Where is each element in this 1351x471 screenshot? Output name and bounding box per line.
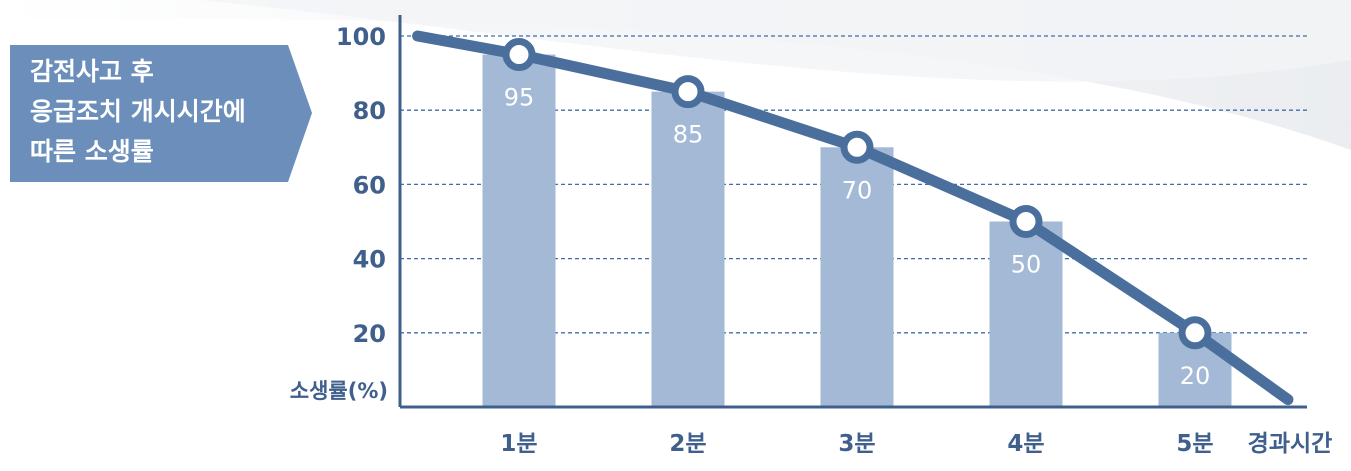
- bar-value-label: 95: [504, 84, 535, 112]
- data-point-marker: [671, 75, 705, 109]
- axes: [398, 15, 1307, 409]
- y-tick-label: 20: [353, 320, 386, 348]
- bars: [482, 54, 1232, 408]
- bar: [989, 221, 1063, 407]
- y-tick-label: 60: [353, 171, 386, 199]
- labels: 20 40 60 80 100 1분 2분 3분 4분 5분 95 85 70 50 20 소생률(%) 경과시…: [290, 23, 1333, 457]
- x-axis-title: 경과시간: [1248, 431, 1333, 457]
- bar-value-label: 20: [1180, 362, 1211, 390]
- data-point-marker: [1178, 316, 1212, 350]
- bar-value-label: 85: [673, 121, 704, 149]
- trend-line-group: [412, 30, 1294, 406]
- x-category-label: 1분: [500, 431, 537, 457]
- y-tick-label: 40: [353, 246, 386, 274]
- bar-value-label: 50: [1011, 251, 1042, 279]
- bar-value-label: 70: [842, 176, 873, 204]
- bar: [820, 147, 894, 408]
- background-swoosh: [0, 0, 1351, 150]
- y-tick-label: 100: [336, 23, 386, 51]
- data-point-marker: [1009, 205, 1043, 238]
- chart-title-box: 감전사고 후 응급조치 개시시간에 따른 소생률: [10, 45, 312, 182]
- x-category-label: 2분: [669, 431, 706, 457]
- title-arrow-shape: [10, 45, 312, 182]
- bar: [482, 54, 556, 408]
- x-category-label: 4분: [1007, 431, 1044, 457]
- bar: [651, 91, 725, 408]
- title-line-1: 감전사고 후: [30, 57, 154, 86]
- title-line-2: 응급조치 개시시간에: [30, 97, 246, 126]
- y-axis-title: 소생률(%): [290, 379, 388, 403]
- title-line-3: 따른 소생률: [30, 137, 154, 166]
- data-point-marker: [840, 130, 874, 164]
- y-tick-label: 80: [353, 97, 386, 125]
- x-category-label: 3분: [838, 431, 875, 457]
- data-point-marker: [502, 38, 536, 72]
- x-category-label: 5분: [1176, 431, 1213, 457]
